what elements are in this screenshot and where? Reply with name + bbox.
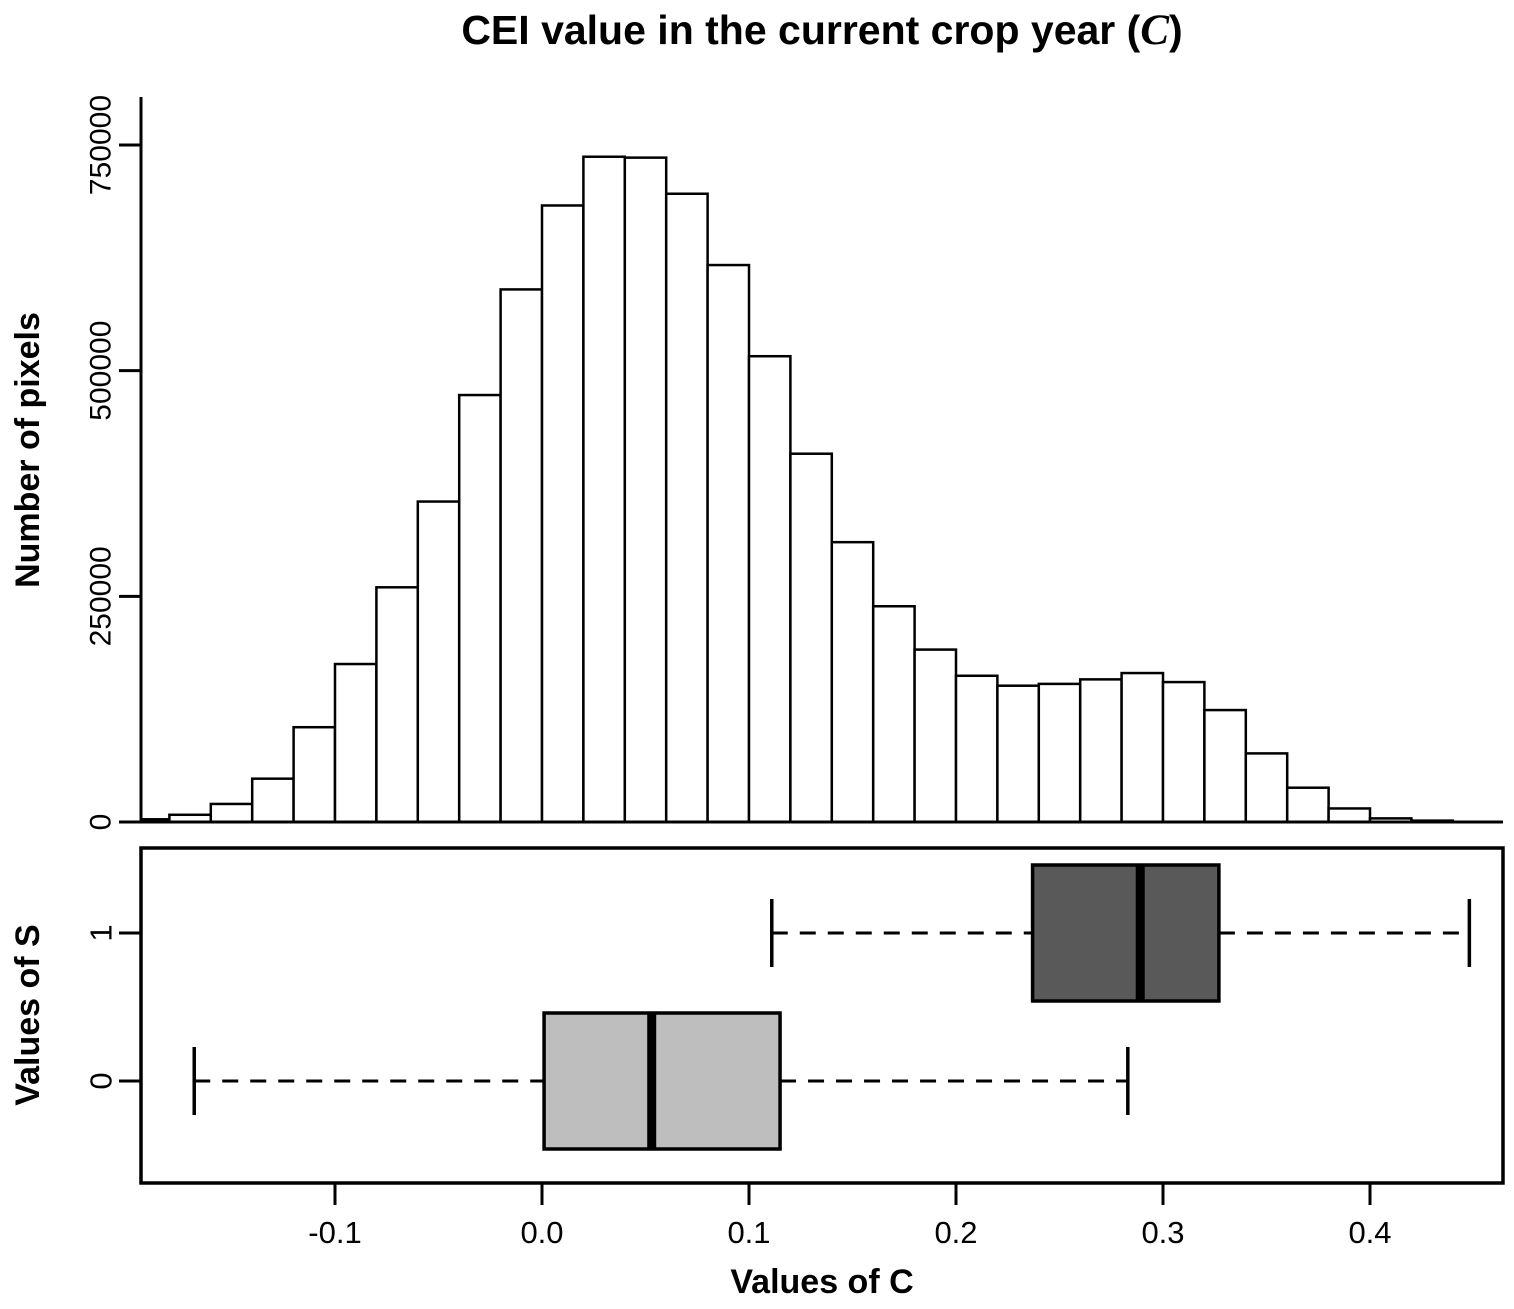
- histogram-bar: [913, 648, 958, 824]
- histogram-bar: [292, 725, 337, 824]
- histogram-bar: [499, 288, 544, 824]
- histogram-bar: [706, 263, 751, 824]
- histogram-bar: [747, 354, 792, 824]
- boxplot-y-tick-label: 1: [84, 924, 119, 941]
- histogram-y-tick-label: 500000: [85, 321, 118, 421]
- histogram-y-tick-label: 0: [85, 814, 118, 831]
- boxplot-x-tick-label: 0.4: [1348, 1215, 1391, 1250]
- histogram-bar: [1244, 752, 1289, 824]
- boxplot-x-tick-label: 0.1: [727, 1215, 770, 1250]
- chart-title-variable: C: [1140, 7, 1169, 54]
- histogram-bar: [333, 662, 378, 824]
- chart-title: CEI value in the current crop year (C): [141, 6, 1503, 55]
- histogram-bar: [209, 802, 254, 824]
- histogram-bar: [1037, 682, 1082, 824]
- histogram-bar: [623, 156, 668, 824]
- boxplot-box: [1030, 863, 1221, 1003]
- histogram-y-tick-label: 250000: [85, 546, 118, 646]
- histogram-bar: [996, 684, 1041, 824]
- boxplot-box: [542, 1011, 782, 1151]
- histogram-bar: [664, 192, 709, 824]
- histogram-bar: [830, 540, 875, 824]
- boxplot-x-tick-label: 0.2: [934, 1215, 977, 1250]
- histogram-bar: [1203, 708, 1248, 824]
- histogram-bar: [582, 155, 627, 824]
- boxplot-panel-border: [139, 846, 1505, 1185]
- boxplot-x-tick-label: 0.0: [520, 1215, 563, 1250]
- histogram-bar: [250, 777, 295, 824]
- boxplot-x-tick-label: -0.1: [308, 1215, 361, 1250]
- chart-title-text: CEI value in the current crop year (: [461, 7, 1141, 53]
- boxplot-x-axis-label: Values of C: [730, 1263, 914, 1301]
- histogram-bar: [1078, 678, 1123, 824]
- histogram-bar: [416, 500, 461, 824]
- boxplot-y-tick-label: 0: [84, 1072, 119, 1089]
- histogram-bar: [375, 586, 420, 824]
- histogram-bar: [1161, 680, 1206, 824]
- histogram-bar: [789, 452, 834, 824]
- histogram-bar: [871, 605, 916, 824]
- histogram-y-tick-label: 750000: [85, 95, 118, 195]
- histogram-bar: [540, 204, 585, 824]
- histogram-bar: [1285, 786, 1330, 824]
- histogram-bar: [1327, 807, 1372, 824]
- boxplot-x-tick-label: 0.3: [1141, 1215, 1184, 1250]
- histogram-bar: [1120, 671, 1165, 824]
- histogram-bar: [457, 393, 502, 824]
- histogram-bar: [954, 674, 999, 824]
- chart-title-close: ): [1169, 7, 1183, 53]
